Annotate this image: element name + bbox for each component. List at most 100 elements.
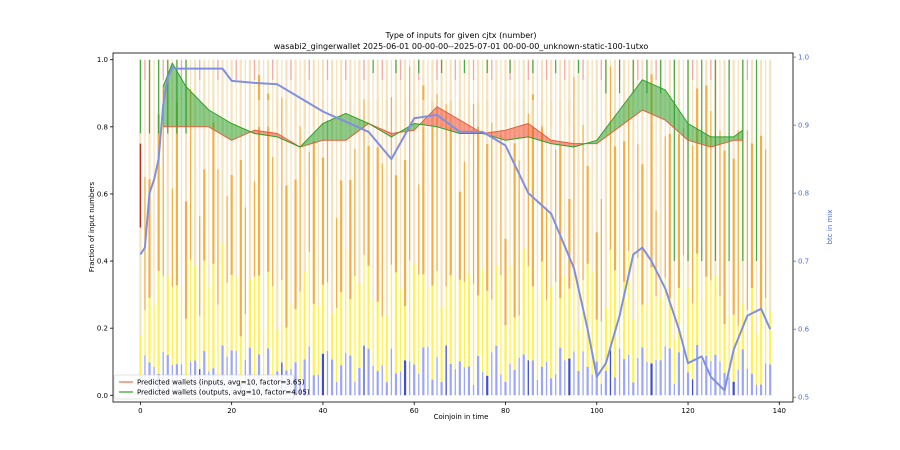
stacked-bar-segment <box>723 372 726 396</box>
stacked-bar-segment <box>272 156 274 287</box>
stacked-bar-segment <box>769 364 772 396</box>
green-bar <box>728 59 730 262</box>
outputs-prediction-line <box>162 62 744 148</box>
stacked-bar-segment <box>445 345 447 396</box>
stacked-bar-segment <box>682 255 685 349</box>
stacked-bar-segment <box>664 277 666 347</box>
stacked-bar-segment <box>568 358 571 396</box>
stacked-bar-segment <box>746 130 749 311</box>
stacked-bar-segment <box>463 161 466 282</box>
stacked-bar-segment <box>449 100 452 276</box>
band-segment <box>672 99 675 129</box>
stacked-bar-segment <box>303 59 306 78</box>
stacked-bar-segment <box>586 366 589 396</box>
stacked-bar-segment <box>217 304 219 376</box>
stacked-bar-segment <box>281 97 283 280</box>
band-segment <box>523 124 527 138</box>
stacked-bar-segment <box>759 384 763 396</box>
x-axis-ticks: 0 20 40 60 80 100 120 140 <box>138 402 786 415</box>
stacked-bar-segment <box>199 59 201 80</box>
stacked-bar-segment <box>764 298 767 364</box>
stacked-bar-segment <box>586 263 589 367</box>
band-segment <box>617 110 620 129</box>
stacked-bar-segment <box>226 195 228 283</box>
stacked-bar-segment <box>691 303 694 380</box>
stacked-bar-segment <box>345 352 347 396</box>
stacked-bar-segment <box>235 350 237 396</box>
stacked-bar-segment <box>582 124 584 281</box>
band-segment <box>697 128 700 144</box>
stacked-bar-segment <box>376 147 379 302</box>
stacked-bar-segment <box>577 127 580 330</box>
y-tick-label: 0.6 <box>97 190 109 198</box>
band-segment <box>183 82 187 127</box>
stacked-bar-segment <box>139 335 142 378</box>
stacked-bar-segment <box>691 379 694 396</box>
band-segment <box>261 131 264 135</box>
band-segment <box>240 127 244 137</box>
green-bar <box>577 59 580 74</box>
stacked-bar-segment <box>568 199 571 289</box>
band-segment <box>437 106 440 128</box>
stacked-bar-segment <box>267 99 270 127</box>
stacked-bar-segment <box>759 309 763 385</box>
x-tick-label: 40 <box>318 407 327 415</box>
band-segment <box>599 134 602 142</box>
stacked-bar-segment <box>577 370 580 396</box>
stacked-bar-segment <box>326 59 329 80</box>
band-segment <box>557 141 561 145</box>
band-segment <box>678 110 682 135</box>
stacked-bar-segment <box>518 160 520 316</box>
stacked-bar-segment <box>463 59 466 162</box>
stacked-bar-segment <box>637 358 639 396</box>
stacked-bar-segment <box>413 59 416 138</box>
stacked-bar-segment <box>595 59 598 233</box>
stacked-bar-segment <box>354 275 356 382</box>
stacked-bar-segment <box>691 59 694 80</box>
stacked-bar-segment <box>609 66 612 250</box>
stacked-bar-segment <box>564 275 566 361</box>
stacked-bar-segment <box>637 59 639 80</box>
band-segment <box>690 124 693 142</box>
band-segment <box>704 132 707 146</box>
stacked-bar-segment <box>467 366 471 396</box>
green-bar <box>158 59 160 134</box>
stacked-bar-segment <box>723 324 726 373</box>
stacked-bar-segment <box>467 99 471 127</box>
band-segment <box>341 114 344 141</box>
y2-tick-label: 0.5 <box>798 394 809 402</box>
stacked-bar-segment <box>500 59 502 135</box>
stacked-bar-segment <box>290 59 292 80</box>
stacked-bar-segment <box>358 153 361 284</box>
green-bar <box>742 59 744 262</box>
y-axis-ticks: 0.0 0.2 0.4 0.6 0.8 1.0 <box>97 56 113 400</box>
stacked-bar-segment <box>367 348 370 396</box>
stacked-bar-segment <box>257 99 261 127</box>
stacked-bar-segment <box>248 59 252 176</box>
band-segment <box>496 131 499 139</box>
stacked-bar-segment <box>486 290 489 376</box>
band-segment <box>642 79 645 112</box>
stacked-bar-segment <box>472 59 475 104</box>
stacked-bar-segment <box>454 275 456 370</box>
stacked-bar-segment <box>303 270 306 360</box>
stacked-bar-segment <box>482 371 484 396</box>
stacked-bar-segment <box>294 362 297 396</box>
stacked-bar-segment <box>354 381 356 396</box>
stacked-bar-segment <box>491 299 493 353</box>
stacked-bar-segment <box>312 303 315 376</box>
stacked-bar-segment <box>394 373 398 396</box>
band-segment <box>220 116 223 135</box>
stacked-bar-segment <box>276 99 279 127</box>
stacked-bar-segment <box>491 122 493 300</box>
stacked-bar-segment <box>330 359 334 396</box>
stacked-bar-segment <box>641 304 644 348</box>
stacked-bar-segment <box>203 169 206 261</box>
stacked-bar-segment <box>536 379 539 396</box>
band-segment <box>649 82 652 115</box>
stacked-bar-segment <box>595 319 598 362</box>
band-segment <box>512 127 515 140</box>
stacked-bar-segment <box>696 88 699 254</box>
green-bar <box>372 59 374 74</box>
